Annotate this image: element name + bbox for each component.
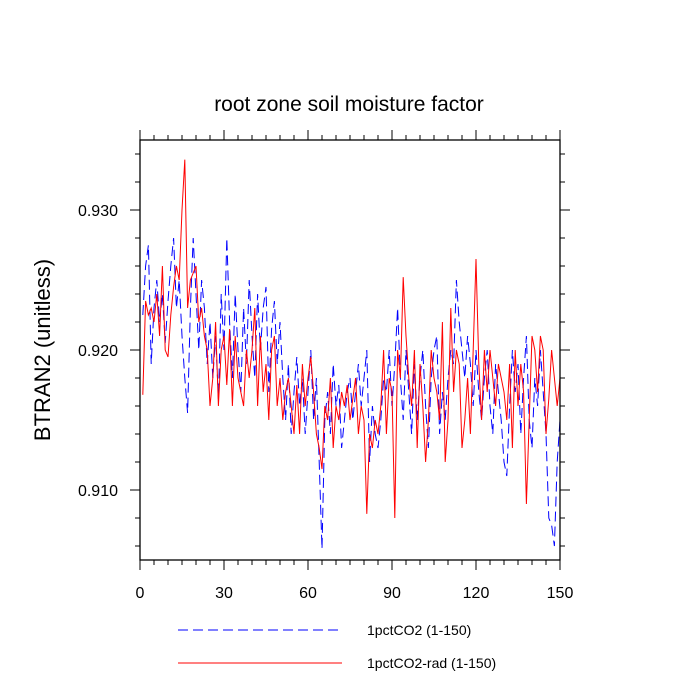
axes: 0 30 60 90 120 150 0.910 0.920 0.930 (78, 130, 573, 602)
x-tick-label: 150 (547, 585, 574, 602)
plot-area (142, 159, 561, 549)
y-tick-label: 0.910 (78, 483, 118, 500)
y-tick-label: 0.920 (78, 343, 118, 360)
x-tick-label: 60 (299, 585, 317, 602)
legend-label-1: 1pctCO2 (1-150) (367, 622, 471, 638)
plot-frame (139, 139, 561, 561)
x-tick-label: 30 (215, 585, 233, 602)
series-line-2 (142, 159, 561, 519)
series-line-1 (142, 237, 561, 549)
y-axis-label: BTRAN2 (unitless) (30, 259, 55, 441)
x-tick-label: 90 (383, 585, 401, 602)
x-tick-label: 120 (463, 585, 490, 602)
legend: 1pctCO2 (1-150) 1pctCO2-rad (1-150) (178, 622, 496, 671)
y-tick-label: 0.930 (78, 203, 118, 220)
legend-label-2: 1pctCO2-rad (1-150) (367, 655, 496, 671)
x-tick-label: 0 (136, 585, 145, 602)
chart-title: root zone soil moisture factor (214, 93, 484, 116)
